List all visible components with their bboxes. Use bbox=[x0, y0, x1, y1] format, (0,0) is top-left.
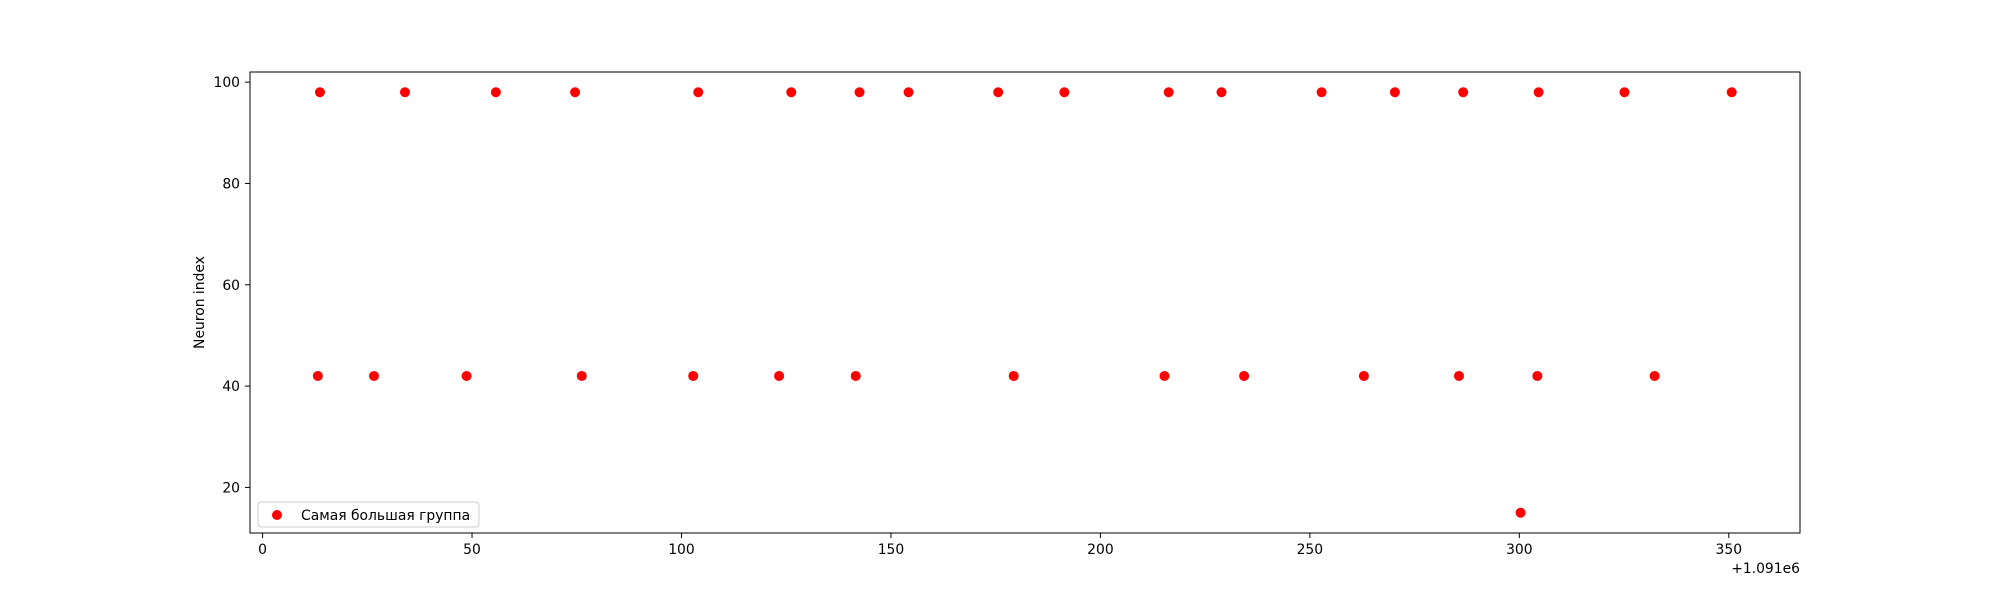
data-point bbox=[786, 87, 797, 98]
legend: Самая большая группа bbox=[257, 501, 480, 528]
data-point bbox=[1159, 370, 1170, 381]
x-tick-label: 300 bbox=[1506, 542, 1533, 558]
y-tick-label: 100 bbox=[213, 75, 240, 91]
x-tick-label: 0 bbox=[258, 542, 267, 558]
legend-label: Самая большая группа bbox=[301, 508, 470, 524]
data-point bbox=[312, 370, 323, 381]
x-tick-label: 100 bbox=[668, 542, 695, 558]
data-point bbox=[693, 87, 704, 98]
data-point bbox=[1216, 87, 1227, 98]
x-tick-label: 200 bbox=[1087, 542, 1114, 558]
data-point bbox=[1358, 370, 1369, 381]
data-point bbox=[854, 87, 865, 98]
y-axis-label: Neuron index bbox=[192, 256, 208, 349]
legend-box bbox=[257, 501, 480, 528]
data-point bbox=[369, 370, 379, 381]
data-points bbox=[312, 87, 1737, 518]
data-point bbox=[850, 370, 861, 381]
data-point bbox=[1515, 507, 1526, 518]
y-tick-label: 60 bbox=[222, 278, 240, 294]
data-point bbox=[1008, 370, 1019, 381]
y-tick-label: 40 bbox=[222, 379, 240, 395]
data-point bbox=[576, 370, 587, 381]
data-point bbox=[1316, 87, 1327, 98]
y-tick-label: 80 bbox=[222, 176, 240, 192]
data-point bbox=[1059, 87, 1070, 98]
legend-marker bbox=[272, 510, 282, 520]
x-tick-label: 250 bbox=[1297, 542, 1324, 558]
data-point bbox=[400, 87, 410, 98]
data-point bbox=[993, 87, 1004, 98]
data-point bbox=[314, 87, 325, 98]
x-tick-label: 350 bbox=[1716, 542, 1743, 558]
data-point bbox=[1649, 370, 1660, 381]
data-point bbox=[1726, 87, 1737, 98]
data-point bbox=[570, 87, 581, 98]
data-point bbox=[1619, 87, 1630, 98]
x-axis-offset-label: +1.091e6 bbox=[1731, 561, 1800, 577]
y-tick-label: 20 bbox=[222, 480, 240, 496]
data-point bbox=[1532, 370, 1543, 381]
data-point bbox=[1533, 87, 1544, 98]
data-point bbox=[1389, 87, 1400, 98]
x-tick-label: 150 bbox=[878, 542, 905, 558]
y-axis: 20 40 60 80 100 bbox=[213, 75, 250, 496]
plot-frame bbox=[249, 71, 1801, 534]
data-point bbox=[774, 370, 785, 381]
data-point bbox=[688, 370, 699, 381]
data-point bbox=[1163, 87, 1174, 98]
data-point bbox=[461, 370, 472, 381]
data-point bbox=[1454, 370, 1464, 381]
x-axis: 0 50 100 150 200 250 300 350 bbox=[258, 533, 1742, 558]
data-point bbox=[1458, 87, 1469, 98]
data-point bbox=[490, 87, 501, 98]
data-point bbox=[1239, 370, 1250, 381]
data-point bbox=[903, 87, 914, 98]
x-tick-label: 50 bbox=[463, 542, 481, 558]
